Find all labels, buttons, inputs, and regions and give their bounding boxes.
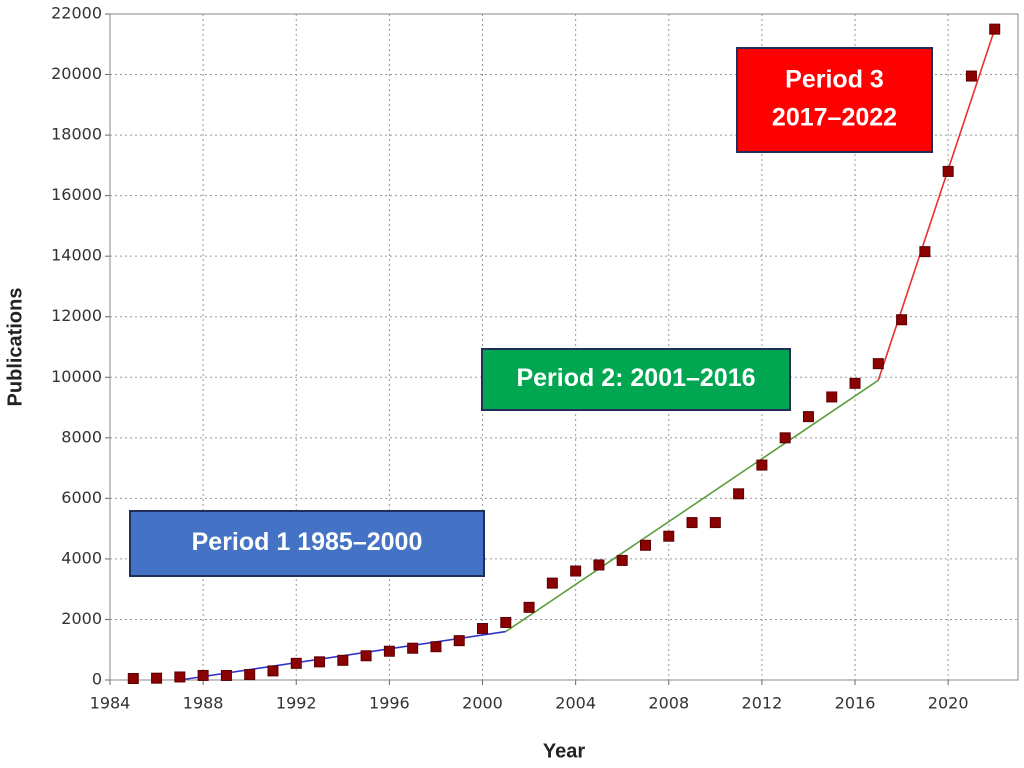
x-tick-label: 2020 [928,694,969,713]
data-point [197,669,209,681]
data-point [127,672,139,684]
y-tick-label: 20000 [51,64,102,83]
data-point [965,70,977,82]
x-tick-label: 1984 [90,694,131,713]
annotation-text: 2017–2022 [772,104,897,132]
data-point [453,635,465,647]
data-point [244,669,256,681]
x-tick-label: 1996 [369,694,410,713]
y-tick-label: 18000 [51,125,102,144]
data-point [639,539,651,551]
annotation-box [736,47,933,153]
x-tick-label: 2008 [648,694,689,713]
y-tick-label: 14000 [51,246,102,265]
x-tick-label: 2000 [462,694,503,713]
annotation-text: Period 2: 2001–2016 [516,364,755,392]
data-point [500,616,512,628]
data-point [407,642,419,654]
data-point [314,656,326,668]
data-point [477,623,489,635]
y-tick-label: 4000 [61,548,102,567]
y-tick-label: 22000 [51,4,102,23]
x-tick-label: 2016 [835,694,876,713]
y-tick-label: 12000 [51,306,102,325]
annotation-box [481,348,791,411]
data-point [151,672,163,684]
data-point [733,488,745,500]
y-tick-label: 16000 [51,185,102,204]
x-tick-label: 1992 [276,694,317,713]
data-point [267,665,279,677]
data-point [360,650,372,662]
data-point [546,577,558,589]
x-tick-label: 2004 [555,694,596,713]
x-axis-title: Year [543,740,585,762]
data-point [337,654,349,666]
plot-border [109,13,1019,681]
x-tick-label: 2012 [742,694,783,713]
y-tick-label: 2000 [61,609,102,628]
data-point [593,559,605,571]
annotation-text: Period 3 [785,66,884,94]
data-point [756,459,768,471]
annotation-text: Period 1 1985–2000 [192,528,423,556]
y-tick-label: 6000 [61,488,102,507]
y-tick-label: 8000 [61,427,102,446]
data-point [663,530,675,542]
data-point [989,23,1001,35]
data-point [896,314,908,326]
data-point [430,641,442,653]
annotation-box [129,510,485,577]
data-point [709,517,721,529]
data-point [802,411,814,423]
fit-line [505,379,879,633]
x-tick-label: 1988 [183,694,224,713]
y-tick-label: 10000 [51,367,102,386]
data-point [220,669,232,681]
data-point [779,432,791,444]
data-point [616,554,628,566]
data-point [686,517,698,529]
data-point [383,645,395,657]
data-point [290,657,302,669]
data-point [872,358,884,370]
data-point [570,565,582,577]
y-axis-title: Publications [4,288,26,407]
data-point [919,246,931,258]
data-point [174,671,186,683]
data-point [523,601,535,613]
data-point [849,377,861,389]
data-point [942,165,954,177]
y-tick-label: 0 [92,670,102,689]
data-point [826,391,838,403]
